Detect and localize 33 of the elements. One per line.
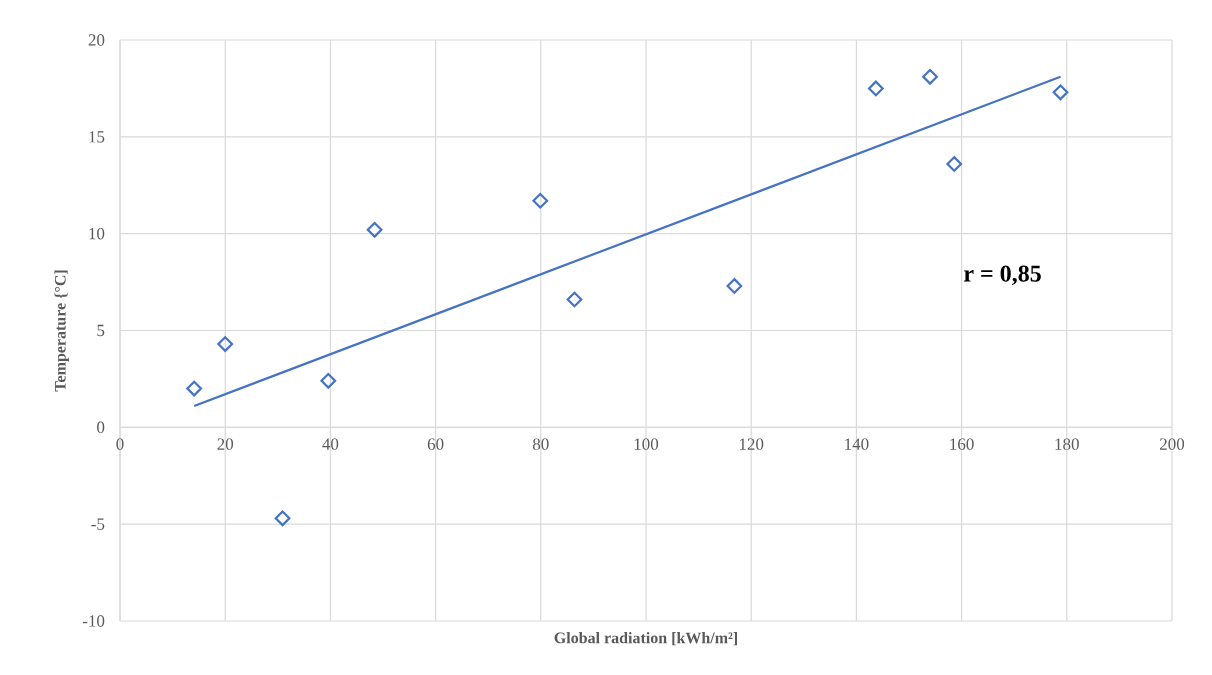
y-tick-label: -10 (82, 615, 105, 627)
x-tick-label: 200 (1159, 438, 1185, 450)
point (1052, 84, 1069, 101)
x-tick-label: 0 (116, 438, 124, 450)
x-tick-label: 40 (322, 438, 339, 450)
x-tick-label: 20 (217, 438, 234, 450)
point (867, 80, 884, 97)
y-tick-label: 15 (89, 131, 105, 143)
point (726, 278, 743, 294)
annotation: r = 0,85 (964, 265, 1041, 286)
y-tick-label: -5 (91, 518, 105, 530)
point (217, 336, 234, 352)
point (922, 68, 938, 85)
point (566, 291, 583, 308)
x-tick-label: 160 (950, 438, 974, 450)
point (366, 221, 383, 238)
point (186, 380, 203, 397)
x-tick-label: 120 (739, 438, 764, 450)
y-axis-title: Temperature {°C] (54, 270, 69, 392)
y-tick-label: 20 (88, 34, 105, 46)
y-tick-label: 5 (97, 324, 105, 337)
x-tick-label: 60 (427, 438, 444, 450)
y-tick-label: 0 (97, 421, 105, 434)
y-tick-label: 10 (89, 227, 105, 240)
point (946, 156, 963, 172)
x-tick-label: 80 (532, 438, 549, 450)
x-axis-title: Global radiation [kWh/m²] (554, 632, 737, 646)
point (532, 192, 549, 209)
point (274, 510, 291, 527)
x-tick-label: 180 (1055, 438, 1079, 450)
x-tick-label: 140 (845, 438, 869, 450)
x-tick-label: 100 (634, 438, 659, 450)
point (320, 372, 337, 389)
